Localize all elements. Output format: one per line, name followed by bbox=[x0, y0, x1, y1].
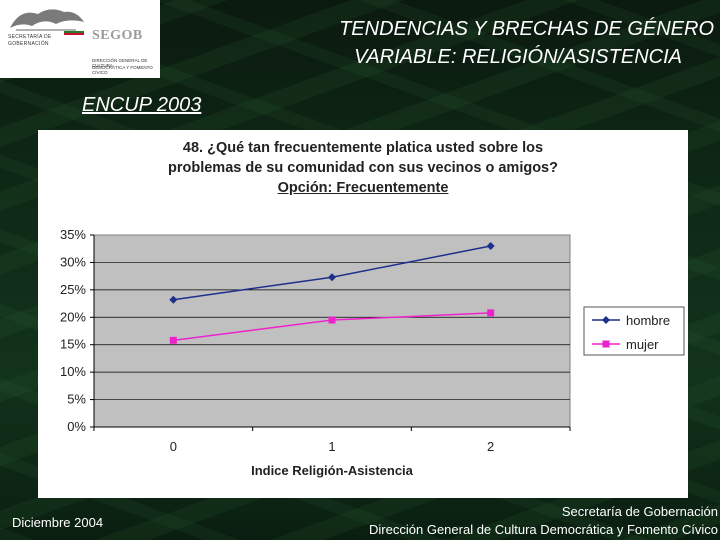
footer-org-line2: Dirección General de Cultura Democrática… bbox=[369, 522, 718, 537]
segob-logo: SECRETARÍA DE GOBERNACIÓN SEGOB DIRECCIÓ… bbox=[0, 0, 160, 78]
y-tick-label: 0% bbox=[67, 419, 86, 434]
legend-label-hombre: hombre bbox=[626, 313, 670, 328]
logo-name: SEGOB bbox=[92, 28, 143, 43]
data-point-hombre bbox=[169, 295, 178, 304]
chart-title-line3: Opción: Frecuentemente bbox=[277, 180, 449, 196]
footer-date: Diciembre 2004 bbox=[12, 515, 104, 530]
logo-sub1: DIRECCIÓN GENERAL DE CULTURA bbox=[92, 58, 148, 68]
x-tick-label: 0 bbox=[170, 439, 177, 454]
eagle-seal-icon bbox=[10, 9, 84, 35]
y-tick-label: 35% bbox=[60, 227, 86, 242]
legend-marker-hombre bbox=[602, 316, 610, 324]
y-tick-label: 25% bbox=[60, 282, 86, 297]
x-axis-label: Indice Religión-Asistencia bbox=[251, 463, 414, 478]
logo-line1: SECRETARÍA DE bbox=[8, 34, 52, 40]
logo-sub2: DEMOCRÁTICA Y FOMENTO CÍVICO bbox=[92, 65, 153, 75]
page-title-line1: TENDENCIAS Y BRECHAS DE GÉNERO bbox=[339, 18, 714, 40]
y-tick-label: 20% bbox=[60, 309, 86, 324]
data-point-hombre bbox=[328, 273, 336, 282]
y-tick-label: 10% bbox=[60, 364, 86, 379]
y-tick-label: 5% bbox=[67, 392, 86, 407]
logo-line2: GOBERNACIÓN bbox=[8, 41, 49, 47]
y-tick-label: 30% bbox=[60, 254, 86, 269]
survey-label: ENCUP 2003 bbox=[82, 94, 202, 116]
line-chart: 35% 30% 25% 20% 15% 10% 5% 0% 0 1 2 Indice Religión… bbox=[60, 227, 685, 478]
chart-title-line2: problemas de su comunidad con sus vecino… bbox=[168, 160, 558, 176]
footer-org-line1: Secretaría de Gobernación bbox=[561, 504, 718, 519]
data-point-mujer bbox=[487, 309, 495, 317]
x-tick-label: 2 bbox=[487, 439, 494, 454]
plot-area bbox=[93, 234, 571, 428]
chart-title-line1: 48. ¿Qué tan frecuentemente platica uste… bbox=[182, 140, 544, 156]
data-point-mujer bbox=[328, 316, 336, 324]
data-point-hombre bbox=[486, 241, 495, 250]
y-tick-label: 15% bbox=[60, 337, 86, 352]
legend-marker-mujer bbox=[602, 340, 610, 348]
page-title-line2: VARIABLE: RELIGIÓN/ASISTENCIA bbox=[354, 46, 682, 68]
chart-panel: 48. ¿Qué tan frecuentemente platica uste… bbox=[38, 130, 688, 498]
x-tick-label: 1 bbox=[328, 439, 335, 454]
data-point-mujer bbox=[169, 336, 177, 344]
legend-label-mujer: mujer bbox=[626, 337, 659, 352]
chart-legend bbox=[583, 306, 685, 356]
